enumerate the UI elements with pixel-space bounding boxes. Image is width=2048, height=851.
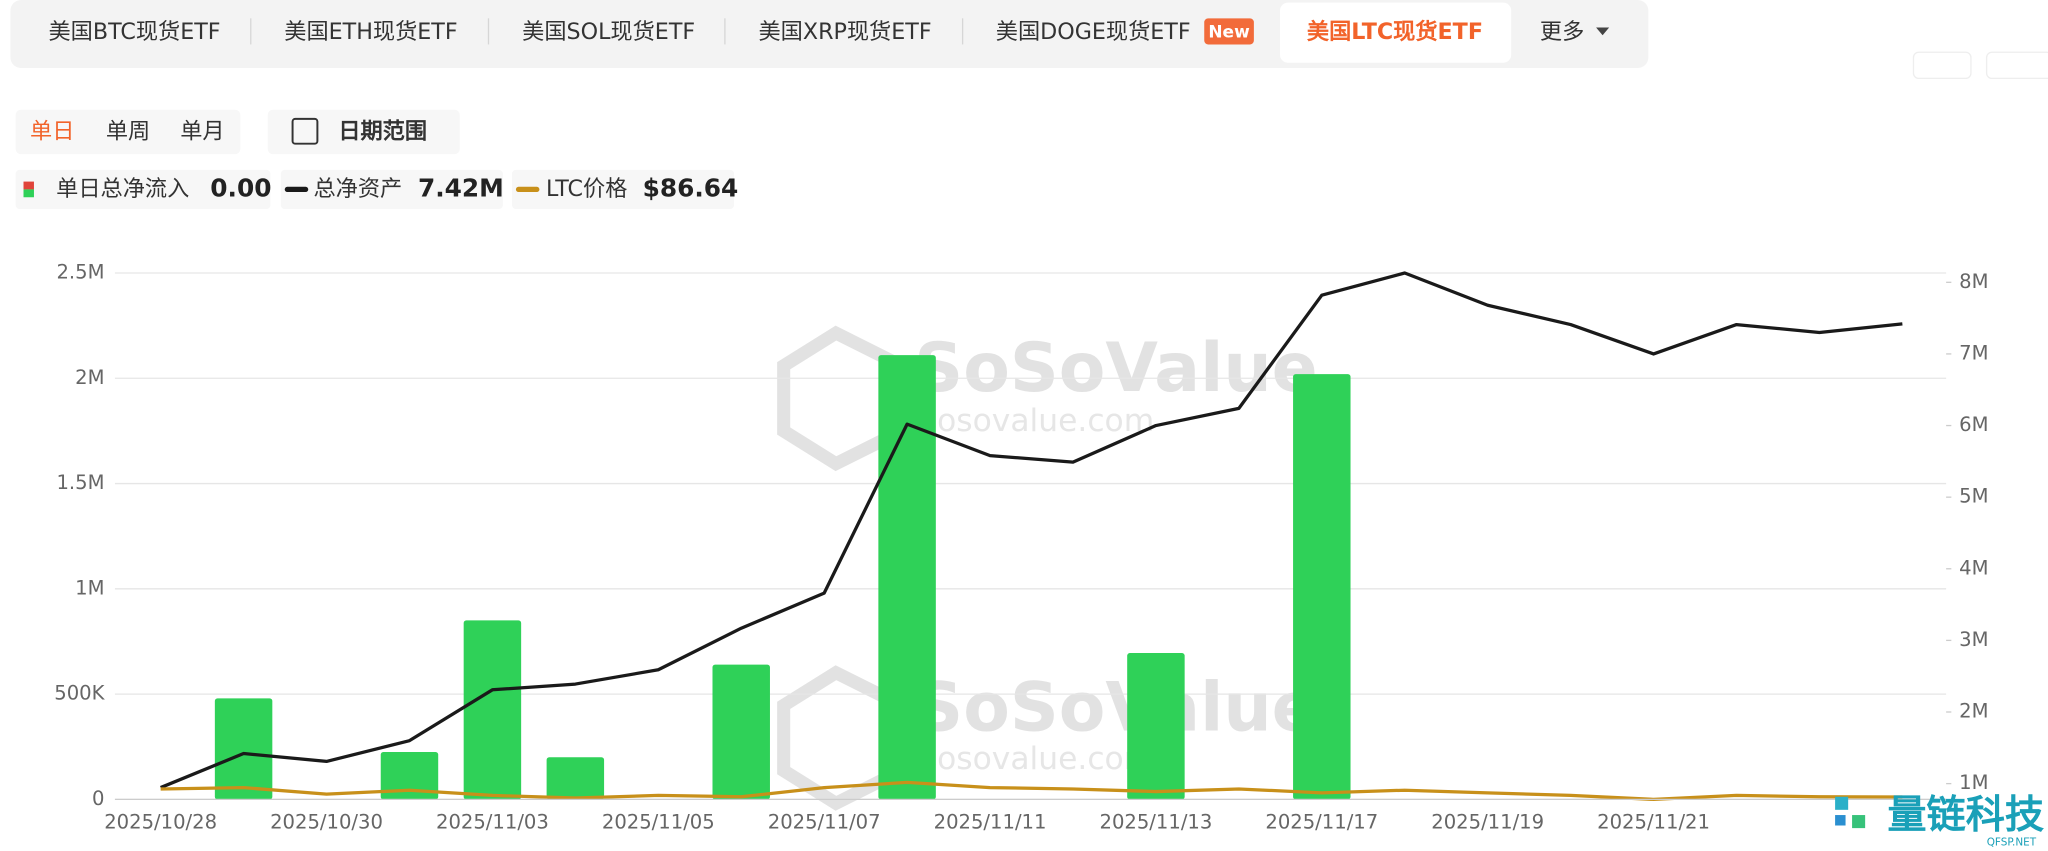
bar — [380, 752, 439, 800]
tab-more[interactable]: 更多 — [1540, 19, 1584, 45]
bar — [546, 757, 605, 800]
bar — [463, 620, 522, 800]
x-tick-label: 2025/11/19 — [1431, 810, 1544, 833]
y-tick-label: 2.5M — [56, 261, 104, 284]
period-bg — [15, 109, 241, 155]
x-tick-label: 2025/11/13 — [1099, 810, 1212, 833]
new-badge: New — [1208, 23, 1250, 43]
x-tick-label: 2025/10/30 — [270, 810, 383, 833]
y2-tick-label: 4M — [1959, 556, 1988, 579]
x-tick-label: 2025/11/05 — [602, 810, 715, 833]
legend-marker — [23, 181, 34, 190]
tab[interactable]: 美国XRP现货ETF — [759, 19, 932, 45]
y2-tick-label: 1M — [1959, 771, 1988, 794]
legend-marker — [23, 189, 34, 198]
tab[interactable]: 美国ETH现货ETF — [284, 19, 457, 45]
y-tick-label: 1M — [75, 576, 104, 599]
watermark: SoSoValue — [914, 329, 1317, 408]
tab[interactable]: 美国BTC现货ETF — [48, 19, 220, 45]
y2-tick-label: 6M — [1959, 413, 1988, 436]
legend-value: 7.42M — [418, 173, 504, 202]
tab[interactable]: 美国DOGE现货ETF — [996, 19, 1191, 45]
legend-label: 单日总净流入 — [56, 176, 189, 202]
legend-value: $86.64 — [643, 173, 739, 202]
y2-tick-label: 5M — [1959, 485, 1988, 508]
logo: 量链科技 QFSP.NET — [1835, 793, 2045, 848]
line — [160, 271, 1903, 790]
calendar-icon — [291, 117, 319, 145]
active-tab-bg — [1280, 2, 1512, 63]
watermark-url: sosovalue.com — [921, 403, 1154, 439]
bar — [1127, 653, 1185, 800]
logo-text: 量链科技 — [1887, 793, 2045, 838]
bar — [1293, 374, 1351, 800]
y2-tick-label: 7M — [1959, 341, 1988, 364]
legend-bg — [512, 169, 735, 210]
bar — [878, 355, 936, 800]
x-tick-label: 2025/10/28 — [104, 810, 217, 833]
legend-label: LTC价格 — [546, 176, 627, 202]
x-tick-label: 2025/11/11 — [934, 810, 1047, 833]
x-tick-label: 2025/11/17 — [1265, 810, 1378, 833]
tab-bar — [10, 0, 1649, 68]
new-badge-bg — [1204, 18, 1254, 45]
period-btn[interactable]: 单日 — [30, 118, 74, 144]
ctrl-box — [1985, 51, 2048, 80]
x-tick-label: 2025/11/03 — [436, 810, 549, 833]
legend-bg — [15, 169, 271, 210]
watermark-url: sosovalue.com — [921, 741, 1154, 777]
x-tick-label: 2025/11/07 — [768, 810, 881, 833]
tab-separators — [250, 18, 964, 45]
bar — [214, 698, 273, 800]
period-btn[interactable]: 单月 — [180, 118, 224, 144]
dropdown-arrow — [1596, 27, 1610, 36]
ctrl-box — [1912, 51, 1972, 80]
y2-tick-label: 8M — [1959, 270, 1988, 293]
y-tick-label: 0 — [92, 787, 104, 810]
period-btn[interactable]: 单周 — [106, 118, 150, 144]
bar — [712, 664, 770, 800]
legend-label: 总净资产 — [313, 176, 402, 202]
legend-bg — [280, 169, 503, 210]
y-tick-label: 2M — [75, 366, 104, 389]
watermark: SoSoValue — [914, 668, 1317, 747]
tab[interactable]: 美国SOL现货ETF — [522, 19, 695, 45]
y-tick-label: 500K — [54, 682, 105, 705]
watermarks: SoSoValue sosovalue.com SoSoValue sosova… — [777, 325, 1318, 811]
legend-value: 0.00 — [210, 173, 271, 202]
date-range[interactable]: 日期范围 — [338, 118, 427, 144]
x-tick-label: 2025/11/21 — [1597, 810, 1710, 833]
y2-tick-label: 2M — [1959, 700, 1988, 723]
y-tick-label: 1.5M — [56, 471, 104, 494]
y2-tick-label: 3M — [1959, 628, 1988, 651]
tab-active[interactable]: 美国LTC现货ETF — [1307, 18, 1483, 45]
line — [160, 780, 1903, 802]
logo-sub: QFSP.NET — [1987, 836, 2037, 848]
